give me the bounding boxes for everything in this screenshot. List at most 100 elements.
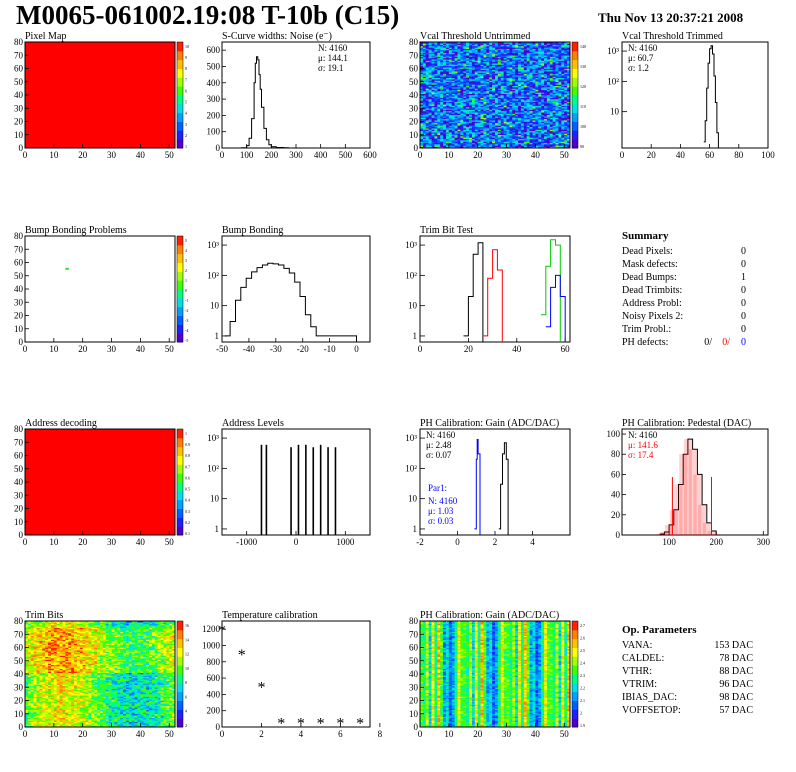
heatmap-cell <box>428 117 432 120</box>
z-color-bin <box>572 130 578 140</box>
heatmap-cell <box>497 53 502 56</box>
heatmap-cell <box>515 52 519 55</box>
heatmap-cell <box>474 60 478 63</box>
heatmap-cell <box>544 95 548 97</box>
heatmap-cell <box>538 57 542 60</box>
heatmap-cell <box>451 76 455 79</box>
heatmap-cell <box>535 145 539 147</box>
plot-frame <box>221 235 371 343</box>
heatmap-cell <box>549 98 553 101</box>
heatmap-cell <box>463 109 467 112</box>
y-tick-label: 1 <box>215 524 220 534</box>
heatmap-cell <box>463 93 467 96</box>
heatmap-cell <box>489 110 493 113</box>
heatmap-cell <box>480 112 484 114</box>
heatmap-cell <box>512 110 516 113</box>
heatmap-cell <box>460 44 464 47</box>
z-color-bin <box>177 464 183 474</box>
heatmap-cell <box>506 100 510 102</box>
heatmap-cell <box>546 132 551 134</box>
heatmap-cell <box>549 146 553 149</box>
heatmap-cell <box>445 121 450 124</box>
heatmap-cell <box>541 73 545 76</box>
heatmap-cell <box>451 79 455 81</box>
heatmap-cell <box>457 83 461 85</box>
heatmap-cell <box>463 129 467 132</box>
heatmap-cell <box>443 140 447 142</box>
heatmap-cell <box>451 44 455 47</box>
heatmap-cell <box>428 47 432 49</box>
heatmap-cell <box>500 83 504 85</box>
heatmap-cell <box>454 124 458 126</box>
heatmap-cell <box>483 110 487 113</box>
heatmap-cell <box>518 105 522 108</box>
heatmap-cell <box>552 93 556 96</box>
heatmap-cell <box>425 144 429 146</box>
heatmap-cell <box>460 140 464 142</box>
heatmap-cell <box>503 73 507 76</box>
heatmap-cell <box>422 85 427 88</box>
heatmap-cell <box>431 43 435 45</box>
heatmap-cell <box>523 42 528 44</box>
heatmap-cell <box>503 114 507 117</box>
heatmap-cell <box>512 57 516 60</box>
heatmap-cell <box>480 130 484 133</box>
heatmap-cell <box>509 48 513 51</box>
heatmap-cell <box>445 63 450 65</box>
heatmap-cell <box>497 105 502 108</box>
heatmap-cell <box>526 59 530 61</box>
heatmap-cell <box>518 144 522 146</box>
heatmap-cell <box>440 102 444 105</box>
heatmap-cell <box>471 145 476 147</box>
heatmap-cell <box>552 44 556 47</box>
heatmap-cell <box>457 65 461 68</box>
heatmap-cell <box>486 85 490 88</box>
heatmap-cell <box>454 118 458 121</box>
heatmap-cell <box>451 60 455 63</box>
y-tick-label: 70 <box>14 50 24 60</box>
heatmap-cell <box>546 130 551 133</box>
heatmap-cell <box>538 114 542 117</box>
heatmap-cell <box>506 52 510 55</box>
z-color-bin <box>572 77 578 87</box>
heatmap-cell <box>509 140 513 142</box>
heatmap-cell <box>471 89 476 92</box>
heatmap-cell <box>457 93 461 96</box>
heatmap-cell <box>518 120 522 122</box>
heatmap-cell <box>454 76 458 79</box>
heatmap-cell <box>420 87 424 89</box>
heatmap-cell <box>440 122 444 125</box>
heatmap-cell <box>469 52 473 55</box>
heatmap-cell <box>477 80 481 83</box>
heatmap-cell <box>552 60 556 63</box>
heatmap-cell <box>451 85 455 88</box>
heatmap-cell <box>477 64 481 67</box>
heatmap-cell <box>503 91 507 93</box>
heatmap-cell <box>549 118 553 121</box>
heatmap-cell <box>434 130 438 133</box>
heatmap-cell <box>538 65 542 68</box>
heatmap-cell <box>454 129 458 132</box>
heatmap-cell <box>451 122 455 125</box>
heatmap-cell <box>549 104 553 106</box>
heatmap-cell <box>512 146 516 149</box>
heatmap-cell <box>454 92 458 94</box>
x-tick-label: 20 <box>464 344 474 354</box>
z-color-bin <box>177 112 183 122</box>
heatmap-cell <box>422 53 427 56</box>
heatmap-cell <box>428 73 432 76</box>
heatmap-cell <box>457 55 461 57</box>
heatmap-cell <box>454 55 458 57</box>
heatmap-cell <box>448 49 453 52</box>
heatmap-cell <box>466 80 470 83</box>
heatmap-cell <box>523 140 528 142</box>
heatmap-cell <box>512 77 516 80</box>
heatmap-cell <box>503 81 507 84</box>
heatmap-cell <box>486 84 490 87</box>
heatmap-cell <box>489 144 493 146</box>
heatmap-cell <box>509 45 513 48</box>
heatmap-cell <box>437 89 441 92</box>
heatmap-cell <box>549 108 553 110</box>
heatmap-cell <box>420 93 424 96</box>
heatmap-cell <box>451 145 455 147</box>
